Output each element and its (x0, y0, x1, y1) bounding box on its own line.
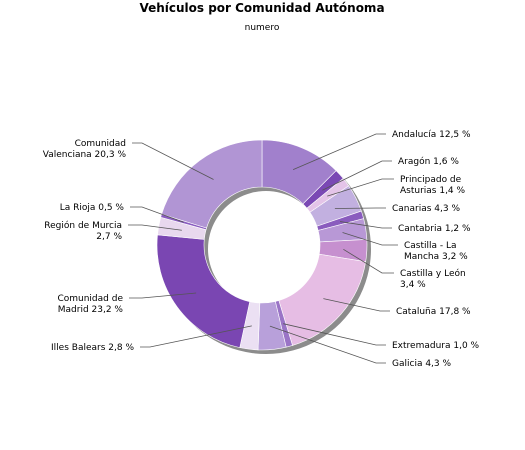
leader-line (339, 221, 392, 229)
leader-line-group (128, 133, 398, 364)
leader-line (323, 298, 390, 312)
leader-line (343, 249, 394, 274)
chart-title: Vehículos por Comunidad Autónoma (139, 1, 384, 15)
slice-label: Cantabria 1,2 % (398, 224, 471, 234)
slice-label: Castilla - La Mancha 3,2 % (404, 241, 468, 262)
leader-line (140, 325, 252, 348)
slice-label: La Rioja 0,5 % (60, 203, 125, 213)
leader-line (342, 232, 398, 246)
chart-subtitle: numero (245, 23, 280, 33)
slice-label: Castilla y León 3,4 % (400, 268, 466, 290)
slice-label: Principado de Asturias 1,4 % (400, 175, 466, 196)
slice-label: Comunidad Valenciana 20,3 % (43, 139, 127, 160)
slice-label: Extremadura 1,0 % (392, 341, 480, 351)
leader-line (269, 325, 386, 364)
slice-comunidad-valenciana (161, 139, 263, 229)
slice-label: Región de Murcia 2,7 % (44, 220, 122, 242)
leader-line (128, 224, 182, 231)
leader-line (327, 178, 394, 197)
leader-line (132, 142, 214, 180)
leader-line (322, 160, 392, 191)
slice-group (156, 139, 368, 351)
slice-label: Andalucía 12,5 % (392, 130, 471, 140)
slice-label: Comunidad de Madrid 23,2 % (57, 294, 123, 315)
leader-line (292, 133, 386, 171)
slice-label: Cataluña 17,8 % (396, 307, 471, 317)
slice-label: Illes Balears 2,8 % (51, 343, 134, 353)
slice-comunidad-de-madrid (156, 234, 251, 348)
slice-label: Galicia 4,3 % (392, 359, 451, 369)
slice-label: Canarias 4,3 % (392, 204, 460, 214)
slice-label: Aragón 1,6 % (398, 156, 459, 167)
leader-line (129, 292, 197, 299)
label-group: Andalucía 12,5 % Aragón 1,6 % Principado d… (43, 130, 480, 369)
leader-line (334, 207, 386, 209)
leader-line (283, 323, 386, 346)
leader-line (130, 206, 184, 223)
